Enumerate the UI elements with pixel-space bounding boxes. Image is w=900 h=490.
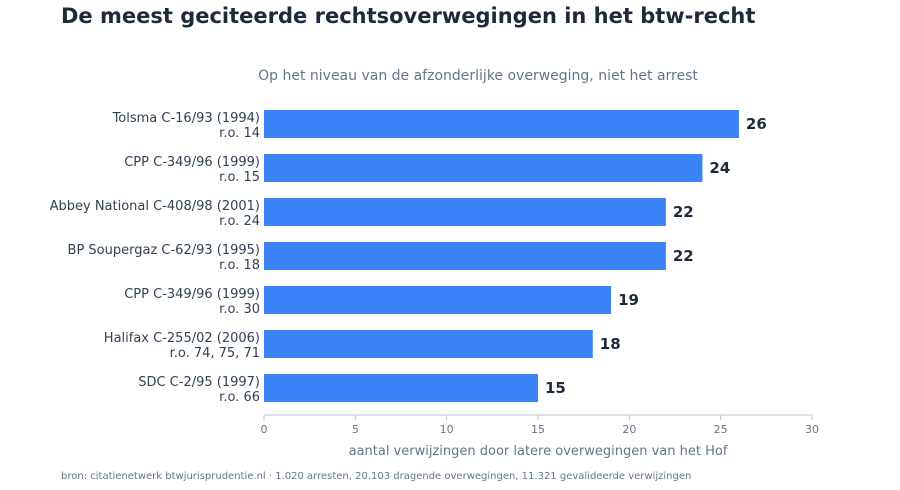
value-label: 15 — [545, 379, 566, 397]
bars-group — [264, 110, 739, 402]
value-label: 24 — [709, 159, 730, 177]
bar — [264, 330, 593, 358]
category-label-line1: BP Soupergaz C-62/93 (1995) — [68, 243, 260, 258]
x-axis-label: aantal verwijzingen door latere overwegi… — [349, 444, 728, 459]
bar — [264, 110, 739, 138]
x-tick-label: 25 — [714, 423, 728, 436]
category-label-line2: r.o. 24 — [219, 214, 260, 229]
chart-subtitle: Op het niveau van de afzonderlijke overw… — [258, 68, 698, 84]
category-label-line1: Abbey National C-408/98 (2001) — [50, 199, 260, 214]
bar — [264, 286, 612, 314]
value-label: 26 — [746, 115, 767, 133]
value-label: 18 — [600, 335, 621, 353]
x-axis: 0 5 10 15 20 25 30 — [261, 414, 819, 436]
x-tick-label: 15 — [531, 423, 545, 436]
category-label-line1: SDC C-2/95 (1997) — [138, 375, 260, 390]
category-label-line1: CPP C-349/96 (1999) — [124, 287, 260, 302]
category-label-line1: Tolsma C-16/93 (1994) — [112, 111, 260, 126]
x-tick-label: 20 — [622, 423, 636, 436]
bar — [264, 242, 666, 270]
category-label-line1: CPP C-349/96 (1999) — [124, 155, 260, 170]
value-label: 22 — [673, 247, 694, 265]
category-label-line1: Halifax C-255/02 (2006) — [104, 331, 260, 346]
bar — [264, 374, 538, 402]
x-tick-label: 0 — [261, 423, 268, 436]
category-label-line2: r.o. 15 — [219, 170, 260, 185]
category-label-line2: r.o. 18 — [219, 258, 260, 273]
source-note: bron: citatienetwerk btwjurisprudentie.n… — [61, 471, 692, 482]
value-labels: 26 24 22 22 19 18 15 — [545, 115, 767, 397]
bar — [264, 154, 703, 182]
x-tick-label: 10 — [440, 423, 454, 436]
category-label-line2: r.o. 14 — [219, 126, 260, 141]
category-labels: Tolsma C-16/93 (1994)r.o. 14 CPP C-349/96… — [50, 111, 260, 405]
bar — [264, 198, 666, 226]
chart-title: De meest geciteerde rechtsoverwegingen i… — [61, 4, 756, 28]
x-tick-label: 30 — [805, 423, 819, 436]
x-tick-label: 5 — [352, 423, 359, 436]
category-label-line2: r.o. 30 — [219, 302, 260, 317]
category-label-line2: r.o. 66 — [219, 390, 260, 405]
value-label: 22 — [673, 203, 694, 221]
value-label: 19 — [618, 291, 639, 309]
category-label-line2: r.o. 74, 75, 71 — [170, 346, 260, 361]
